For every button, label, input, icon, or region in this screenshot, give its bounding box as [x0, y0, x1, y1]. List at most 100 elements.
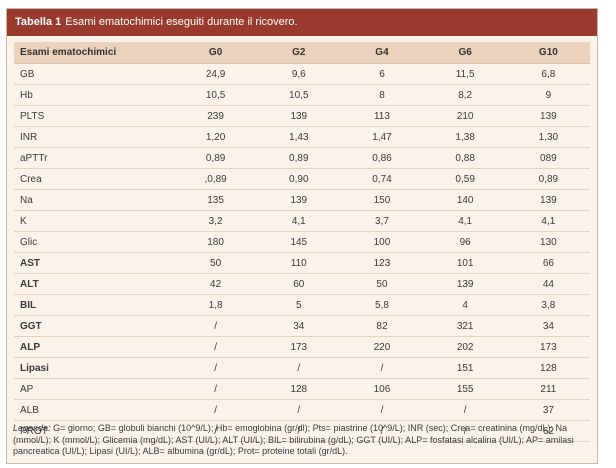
column-header: G4 [340, 42, 424, 64]
table-cell: 145 [257, 231, 341, 253]
table-cell: 151 [423, 357, 507, 379]
column-header: G0 [174, 42, 258, 64]
table-row: Hb 10,5 10,5 8 8,2 9 [14, 84, 590, 106]
row-label: Crea [14, 168, 174, 190]
table-cell: 1,43 [257, 126, 341, 148]
table-cell: 4,1 [423, 210, 507, 232]
table-cell: 50 [340, 273, 424, 295]
table-cell: 34 [506, 315, 590, 337]
row-label: ALT [14, 273, 174, 295]
table-cell: 3,7 [340, 210, 424, 232]
table-cell: / [340, 420, 424, 442]
table-cell: 202 [423, 336, 507, 358]
table-cell: / [174, 378, 258, 400]
table-cell: 0,88 [423, 147, 507, 169]
table-cell: 135 [174, 189, 258, 211]
table-cell: 0,89 [174, 147, 258, 169]
table-cell: 0,89 [506, 168, 590, 190]
table-cell: 139 [423, 273, 507, 295]
row-label: INR [14, 126, 174, 148]
row-label: PLTS [14, 105, 174, 127]
table-cell: 11,5 [423, 63, 507, 85]
table-row: ALP/173 220 202 173 [14, 336, 590, 358]
row-label: AP [14, 378, 174, 400]
table-cell: 82 [340, 315, 424, 337]
table-row: PROT / / //62 [14, 420, 590, 442]
row-label: K [14, 210, 174, 232]
table-cell: 110 [257, 252, 341, 274]
table-cell: 9 [506, 84, 590, 106]
table-cell: 10,5 [257, 84, 341, 106]
table-cell: / [257, 420, 341, 442]
table-cell: / [340, 399, 424, 421]
table-title: Tabella 1 Esami ematochimici eseguiti dur… [7, 9, 597, 36]
table-cell: 130 [506, 231, 590, 253]
column-header: G2 [257, 42, 341, 64]
table-cell: 0,90 [257, 168, 341, 190]
table-row: ALB / / //37 [14, 399, 590, 421]
table-cell: 4,1 [257, 210, 341, 232]
table-row: BIL 1,8 5 5,8 4 3,8 [14, 294, 590, 316]
table-row: GGT/34 82 321 34 [14, 315, 590, 337]
table-row: Lipasi / //151 128 [14, 357, 590, 379]
table-cell: 321 [423, 315, 507, 337]
row-label: Lipasi [14, 357, 174, 379]
table-cell: 62 [506, 420, 590, 442]
table-cell: 66 [506, 252, 590, 274]
table-cell: 1,47 [340, 126, 424, 148]
table-cell: 0,89 [257, 147, 341, 169]
table-row: AP/128 106 155 211 [14, 378, 590, 400]
table-cell: 8 [340, 84, 424, 106]
table-cell: 139 [506, 105, 590, 127]
table-cell: / [174, 357, 258, 379]
table-cell: 128 [257, 378, 341, 400]
table-cell: / [423, 399, 507, 421]
table-cell: 140 [423, 189, 507, 211]
table-cell: 37 [506, 399, 590, 421]
table-cell: 210 [423, 105, 507, 127]
table-cell: 128 [506, 357, 590, 379]
table-cell: 1,8 [174, 294, 258, 316]
table-row: GB 24,9 9,6 6 11,5 6,8 [14, 63, 590, 85]
table-cell: 139 [257, 189, 341, 211]
row-label: GGT [14, 315, 174, 337]
lab-results-table: Esami ematochimici G0 G2 G4 G6 G10 GB 24,… [14, 42, 590, 442]
table-cell: 9,6 [257, 63, 341, 85]
table-cell: 113 [340, 105, 424, 127]
row-label: aPTTr [14, 147, 174, 169]
table-cell: 50 [174, 252, 258, 274]
table-cell: 139 [257, 105, 341, 127]
legend: Legenda: G= giorno; GB= globuli bianchi … [13, 423, 595, 458]
table-row: Na 135 139 150 140 139 [14, 189, 590, 211]
row-label: Na [14, 189, 174, 211]
table-cell: 211 [506, 378, 590, 400]
row-label: Hb [14, 84, 174, 106]
table-cell: / [257, 357, 341, 379]
row-label: GB [14, 63, 174, 85]
table-cell: / [257, 399, 341, 421]
table-cell: 44 [506, 273, 590, 295]
table-cell: / [174, 420, 258, 442]
table-cell: 1,38 [423, 126, 507, 148]
table-cell: 8,2 [423, 84, 507, 106]
table-cell: 139 [506, 189, 590, 211]
table-cell: 10,5 [174, 84, 258, 106]
table-cell: / [423, 420, 507, 442]
table-cell: 5,8 [340, 294, 424, 316]
table-title-label: Tabella 1 [15, 16, 62, 28]
row-label: ALB [14, 399, 174, 421]
legend-text: G= giorno; GB= globuli bianchi (10^9/L);… [13, 423, 574, 456]
table-cell: 0,74 [340, 168, 424, 190]
table-row: aPTTr 0,89 0,89 0,86 0,88 089 [14, 147, 590, 169]
table-cell: 150 [340, 189, 424, 211]
table-cell: 220 [340, 336, 424, 358]
table-cell: 60 [257, 273, 341, 295]
table-cell: ,0,89 [174, 168, 258, 190]
header-row: Esami ematochimici G0 G2 G4 G6 G10 [14, 42, 590, 64]
table-row: INR 1,20 1,43 1,47 1,38 1,30 [14, 126, 590, 148]
table-cell: 1,20 [174, 126, 258, 148]
table-cell: 6 [340, 63, 424, 85]
table-cell: 4,1 [506, 210, 590, 232]
table-cell: 5 [257, 294, 341, 316]
table-cell: / [174, 399, 258, 421]
